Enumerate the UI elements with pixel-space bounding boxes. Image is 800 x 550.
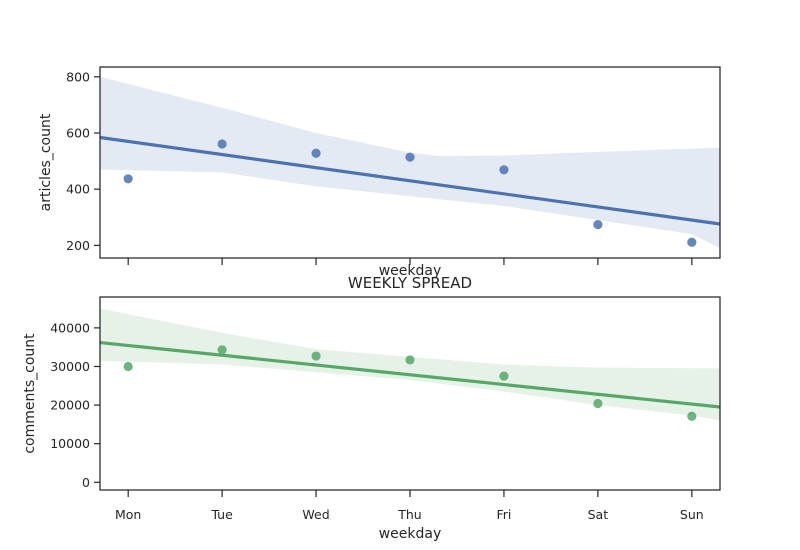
articles-ytick-label: 600 — [66, 126, 90, 141]
articles-ytick-label: 400 — [66, 182, 90, 197]
articles-fit-line-group — [99, 135, 721, 226]
comments-xtick-label-mon: Mon — [115, 507, 141, 522]
comments-point-tue — [217, 345, 227, 355]
comments-band-area — [100, 308, 720, 421]
comments-point-mon — [123, 361, 133, 372]
comments-ytick-label: 0 — [82, 475, 90, 490]
comments-points — [123, 345, 697, 421]
comments-panel: WEEKLY SPREAD 0 10000 20000 30000 40000 Mon T… — [22, 274, 721, 542]
articles-panel: 200 400 600 800 articles_count weekday — [38, 66, 721, 279]
articles-point-tue — [217, 139, 227, 149]
comments-plot-frame — [99, 296, 721, 491]
articles-ytick-label: 200 — [66, 238, 90, 253]
articles-confidence-band — [100, 76, 720, 249]
articles-ytick-label: 800 — [66, 69, 90, 84]
comments-x-axis-ticks: Mon Tue Wed Thu Fri Sat Sun — [115, 490, 704, 522]
comments-ytick-label: 40000 — [50, 320, 90, 335]
articles-point-mon — [123, 174, 133, 184]
comments-y-axis-label: comments_count — [22, 333, 38, 454]
articles-point-fri — [499, 165, 509, 175]
articles-x-axis-label: weekday — [379, 263, 442, 279]
articles-points — [123, 139, 697, 247]
comments-x-axis-label: weekday — [379, 526, 442, 542]
comments-point-wed — [311, 351, 321, 361]
comments-xtick-label-sun: Sun — [680, 507, 704, 522]
comments-xtick-label-tue: Tue — [210, 507, 233, 522]
articles-y-axis-ticks: 200 400 600 800 — [66, 69, 100, 253]
articles-band-area — [100, 76, 720, 249]
comments-point-sun — [687, 411, 697, 421]
comments-fit-line-group — [99, 340, 721, 409]
comments-confidence-band — [100, 308, 720, 421]
comments-ytick-label: 30000 — [50, 359, 90, 374]
comments-ytick-label: 20000 — [50, 398, 90, 413]
articles-point-sat — [593, 219, 603, 230]
articles-x-axis-ticks — [127, 258, 693, 265]
articles-point-sun — [687, 237, 697, 247]
comments-point-sat — [593, 398, 603, 409]
comments-y-axis-ticks: 0 10000 20000 30000 40000 — [50, 320, 100, 490]
comments-point-fri — [499, 371, 509, 381]
comments-point-thu — [405, 355, 415, 365]
comments-ytick-label: 10000 — [50, 436, 90, 451]
articles-plot-frame — [99, 66, 721, 259]
comments-xtick-label-fri: Fri — [496, 507, 511, 522]
comments-xtick-label-thu: Thu — [397, 507, 421, 522]
articles-point-wed — [311, 148, 321, 158]
chart-title: WEEKLY SPREAD — [348, 274, 472, 292]
comments-xtick-label-sat: Sat — [588, 507, 609, 522]
comments-regression-line — [99, 340, 721, 409]
comments-xtick-label-wed: Wed — [302, 507, 329, 522]
articles-y-axis-label: articles_count — [38, 113, 54, 211]
articles-point-thu — [405, 152, 415, 162]
articles-regression-line — [99, 135, 721, 226]
